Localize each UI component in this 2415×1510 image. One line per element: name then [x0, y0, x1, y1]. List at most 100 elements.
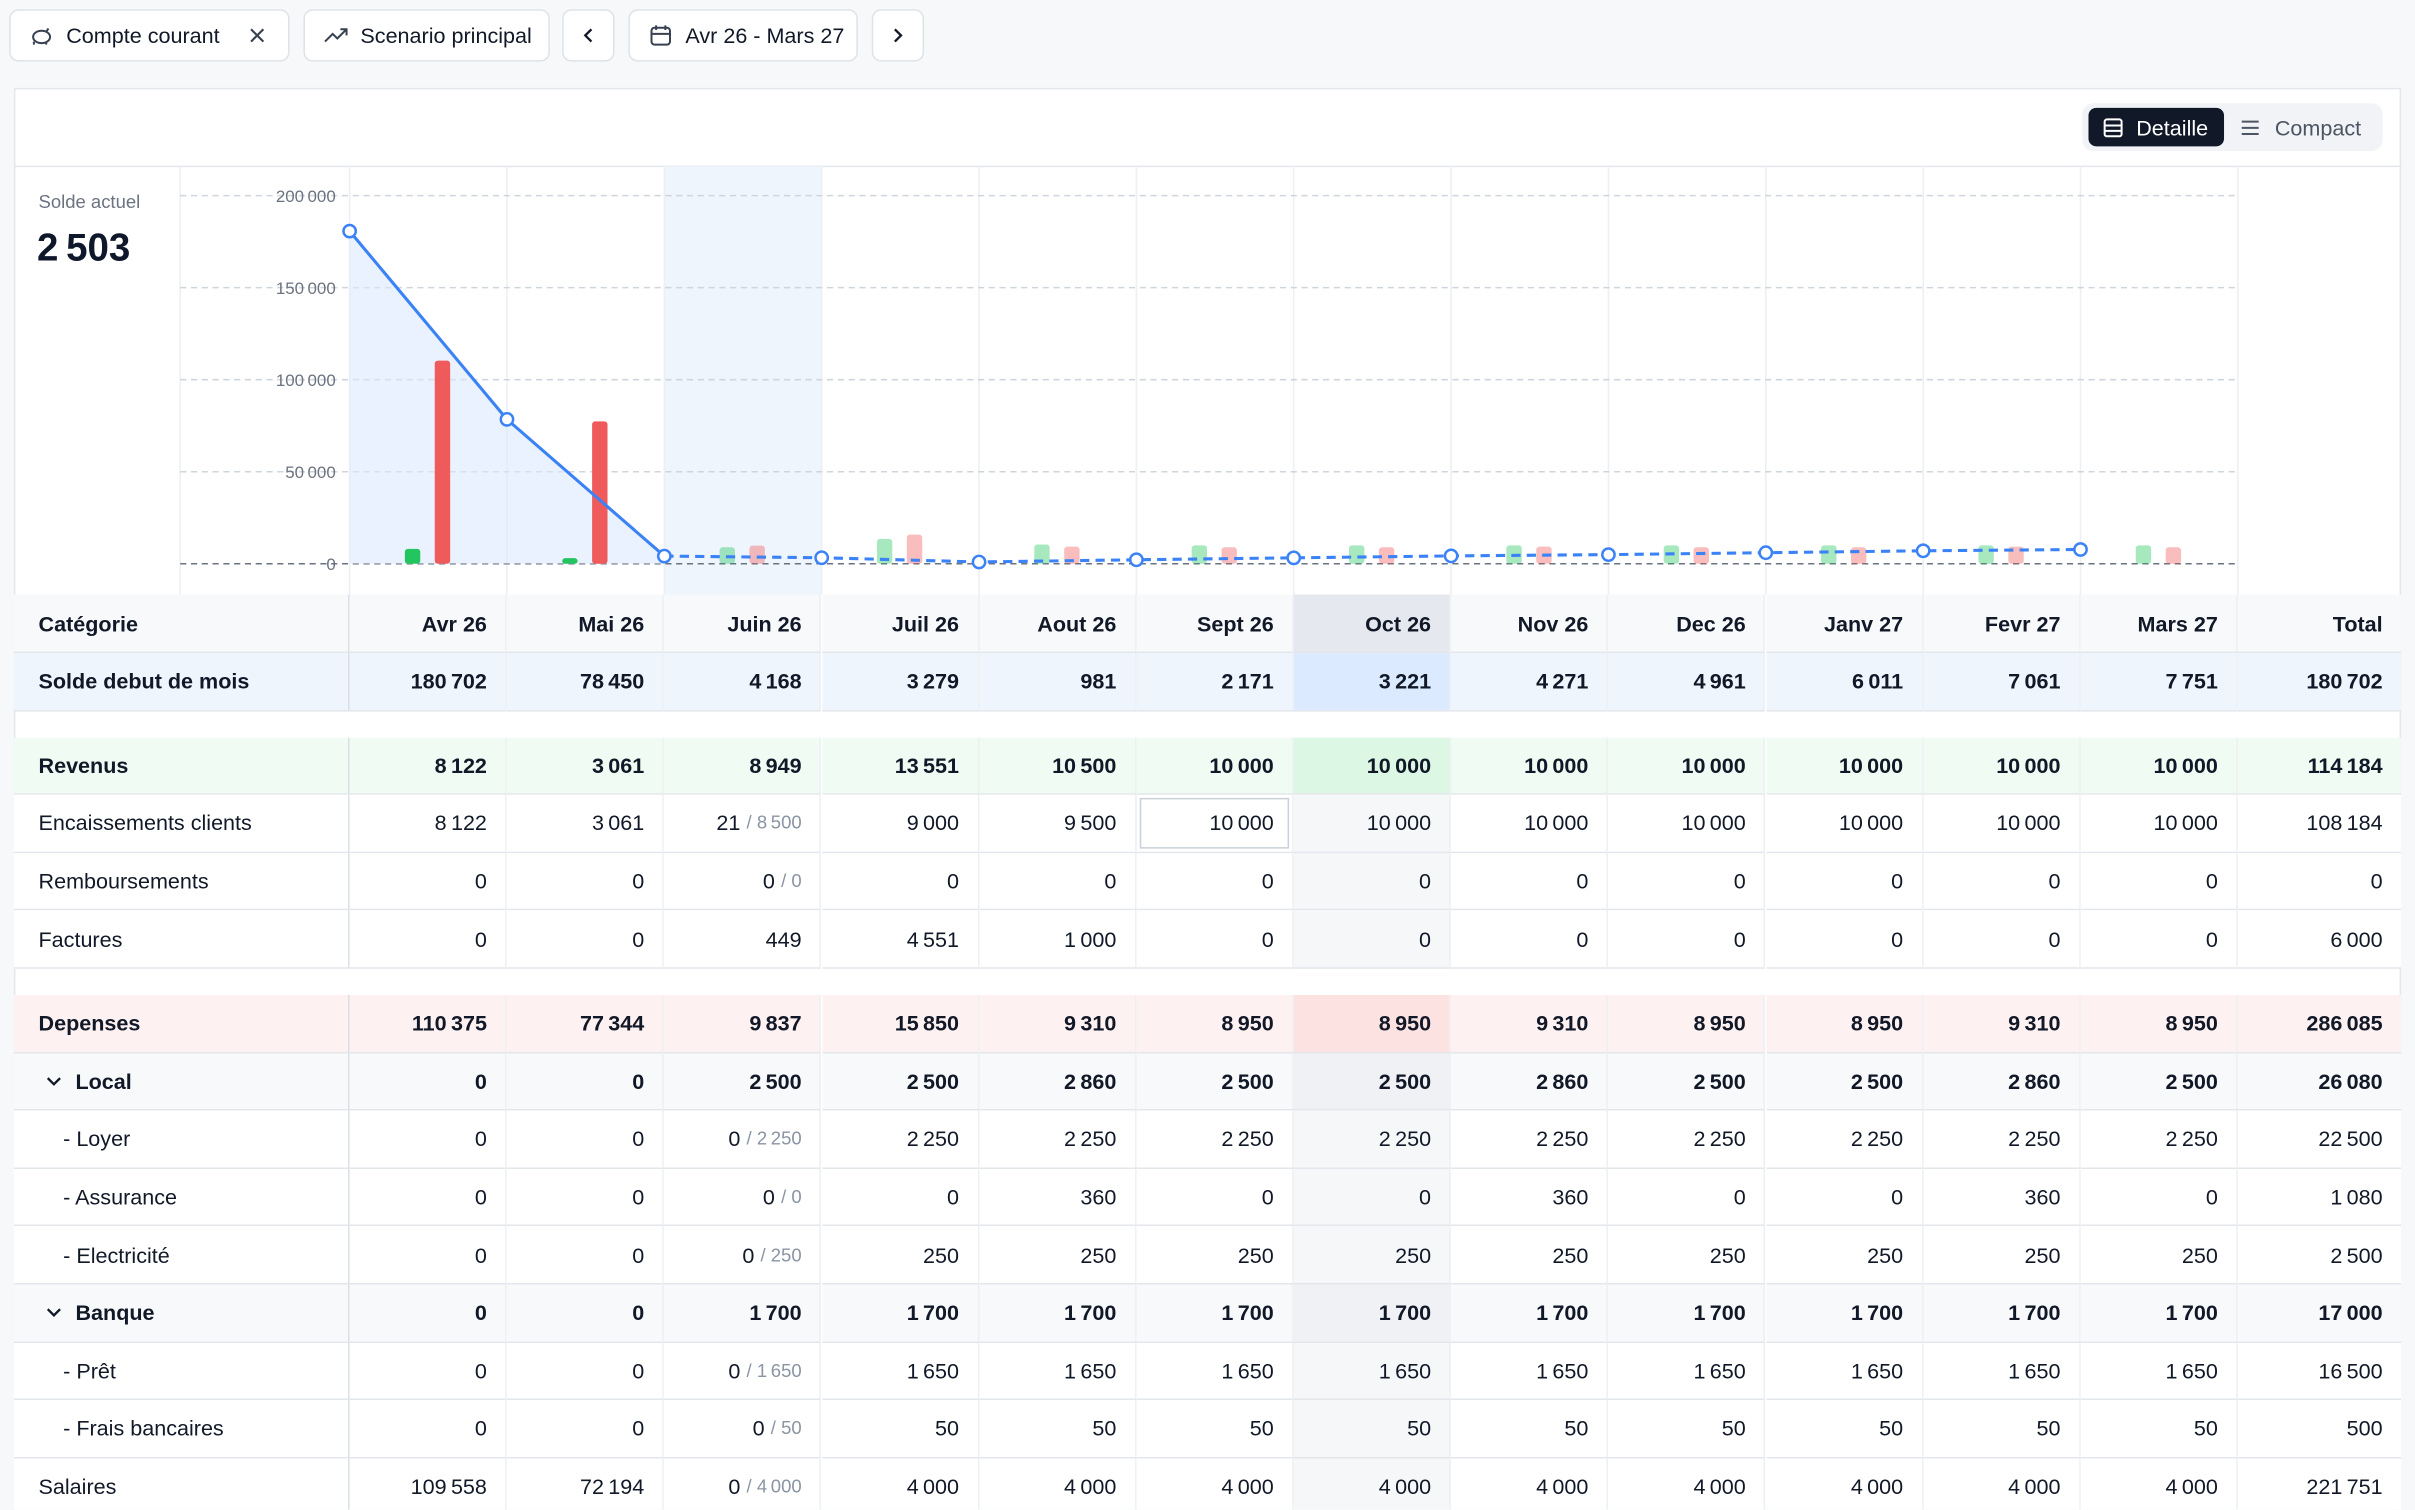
table-cell: 0	[1136, 910, 1294, 969]
cell-value: 0	[1891, 1184, 1904, 1210]
row-total: 221 751	[2306, 1474, 2383, 1499]
column-header: Aout 26	[1037, 610, 1117, 636]
column-header: Mai 26	[578, 610, 645, 636]
cell-value: 50	[2193, 1416, 2218, 1441]
cell-value: 8 950	[1693, 1010, 1746, 1036]
table-cell: 0	[2080, 852, 2238, 911]
table-cell: 10 000	[1293, 737, 1452, 796]
table-cell: 10 000	[1136, 795, 1294, 853]
cell-value: 10 000	[1681, 752, 1746, 778]
prev-period[interactable]	[562, 9, 615, 62]
view-option-label: Compact	[2274, 114, 2362, 140]
collapse-toggle[interactable]	[45, 1303, 63, 1321]
cell-value: 50	[1249, 1416, 1274, 1441]
cell-value: 360	[2024, 1184, 2061, 1210]
clear-icon[interactable]	[247, 26, 265, 44]
table-cell: 4 271	[1451, 653, 1609, 711]
table-cell: 0	[1451, 852, 1609, 911]
table-cell: 4 000	[821, 1458, 980, 1510]
bar	[1978, 545, 1994, 564]
cell-value: 4 000	[1536, 1474, 1589, 1499]
cell-value: 0	[2205, 926, 2218, 952]
cell-value: 0	[474, 1068, 487, 1094]
table-cell: 250	[1293, 1226, 1452, 1285]
row-total: 0	[2370, 868, 2383, 894]
cell-value: 9 310	[1536, 1010, 1589, 1036]
cell-value: 2 500	[1693, 1068, 1746, 1094]
cell-value: 4 961	[1693, 668, 1746, 694]
cell-value: 180 702	[410, 668, 487, 694]
row-label: - Prêt	[13, 1342, 350, 1401]
table-cell: 0	[349, 1168, 507, 1227]
table-cell: Dec 26	[1608, 594, 1766, 654]
period-filter[interactable]: Avr 26 - Mars 27	[628, 9, 858, 62]
scenario-filter[interactable]: Scenario principal	[303, 9, 550, 62]
column-header: Juil 26	[891, 610, 960, 636]
table-cell: 72 194	[506, 1458, 665, 1510]
cell-value: 50	[1092, 1416, 1117, 1441]
table-cell: 1 650	[979, 1342, 1137, 1401]
bar	[876, 538, 893, 564]
cell-value: 9 310	[2008, 1010, 2061, 1036]
cell-value: 0	[1733, 926, 1746, 952]
next-period[interactable]	[871, 9, 925, 62]
balance-point	[1601, 547, 1616, 563]
account-filter[interactable]: Compte courant	[9, 9, 290, 62]
cell-value: 4 000	[1378, 1474, 1432, 1499]
table-cell: 1 700	[1451, 1284, 1609, 1343]
table-cell: 1 650	[1136, 1342, 1294, 1401]
table-cell: 2 500	[664, 1052, 822, 1111]
table-cell: 0/ 4 000	[664, 1458, 822, 1510]
table-cell: Mai 26	[506, 594, 665, 654]
cell-value: 3 061	[591, 810, 645, 836]
view-option[interactable]: Detaille	[2088, 107, 2225, 147]
cell-value: 0	[632, 1242, 645, 1268]
table-cell: 2 860	[1923, 1052, 2081, 1111]
cell-value: 0	[1891, 868, 1904, 894]
cell-value: 250	[2024, 1242, 2061, 1268]
row-label: Factures	[13, 910, 350, 969]
cell-value: 0	[474, 1184, 487, 1210]
cell-value: 2 250	[1064, 1126, 1117, 1152]
cell-value: 0	[1261, 868, 1274, 894]
table-cell: 10 000	[1608, 795, 1766, 853]
collapse-toggle[interactable]	[45, 1072, 63, 1090]
table-cell: 8 950	[1765, 994, 1924, 1053]
bar	[906, 534, 923, 564]
table-cell: 2 500	[821, 1052, 980, 1111]
table-cell: 180 702	[2237, 653, 2402, 711]
table-cell: 3 061	[506, 795, 665, 853]
table-cell: 0	[1136, 852, 1294, 911]
table-cell: 981	[979, 653, 1137, 711]
cell-value: 1 650	[1064, 1358, 1117, 1383]
cell-value: 4 000	[1693, 1474, 1746, 1499]
cell-value: 50	[2036, 1416, 2061, 1441]
table-cell: 0	[2080, 1168, 2238, 1227]
row-total: 6 000	[2330, 926, 2383, 952]
y-tick-label: 0	[326, 555, 335, 574]
row-total: 180 702	[2306, 668, 2383, 694]
row-label-text: Depenses	[38, 1010, 141, 1036]
cell-value: 10 000	[1366, 810, 1432, 836]
table-cell: 0	[506, 1400, 665, 1459]
table-cell: 108 184	[2237, 795, 2402, 853]
table-cell: 4 000	[1608, 1458, 1766, 1510]
column-header: Nov 26	[1517, 610, 1589, 636]
column-header: Janv 27	[1824, 610, 1904, 636]
table-cell: 0	[1608, 1168, 1766, 1227]
table-cell: 8 950	[2080, 994, 2238, 1053]
cell-value: 10 000	[1209, 810, 1274, 836]
summary-value: 2 503	[36, 226, 131, 270]
cell-value: 2 500	[1221, 1068, 1274, 1094]
table-cell: 21/ 8 500	[664, 795, 822, 853]
table-cell: 0	[506, 1110, 665, 1169]
table-cell: 0	[349, 1110, 507, 1169]
cell-value: 2 250	[1378, 1126, 1432, 1152]
view-option[interactable]: Compact	[2230, 108, 2378, 147]
table-cell: 10 000	[1765, 795, 1924, 853]
y-tick-label: 100 000	[276, 371, 336, 390]
cell-value: 8 950	[2165, 1010, 2218, 1036]
cell-value: 0	[474, 868, 487, 894]
cell-value: 1 650	[2165, 1358, 2218, 1383]
table-cell: 250	[979, 1226, 1137, 1285]
